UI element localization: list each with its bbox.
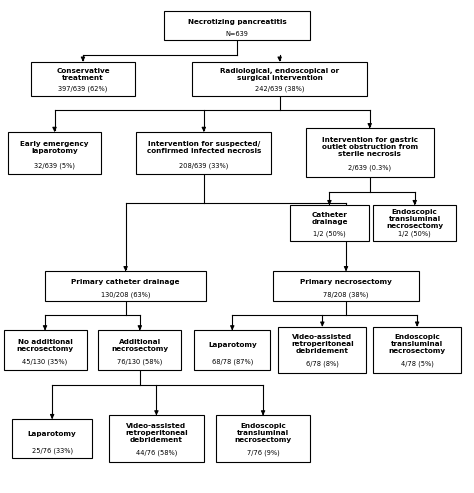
Text: Endoscopic
transluminal
necrosectomy: Endoscopic transluminal necrosectomy (389, 334, 446, 354)
Text: 208/639 (33%): 208/639 (33%) (179, 162, 228, 169)
Text: 45/130 (35%): 45/130 (35%) (22, 358, 68, 365)
Text: Radiological, endoscopical or
surgical intervention: Radiological, endoscopical or surgical i… (220, 68, 339, 81)
Text: Conservative
treatment: Conservative treatment (56, 68, 110, 81)
Bar (192, 62, 367, 96)
Text: 1/2 (50%): 1/2 (50%) (313, 230, 346, 237)
Bar (98, 330, 181, 370)
Text: 76/130 (58%): 76/130 (58%) (117, 358, 163, 365)
Text: Video-assisted
retroperitoneal
debridement: Video-assisted retroperitoneal debrideme… (125, 423, 188, 443)
Text: Catheter
drainage: Catheter drainage (311, 212, 348, 225)
Bar (136, 132, 271, 174)
Text: Laparotomy: Laparotomy (208, 342, 256, 348)
Text: 6/78 (8%): 6/78 (8%) (306, 361, 339, 367)
Bar (164, 11, 310, 40)
Text: 7/76 (9%): 7/76 (9%) (246, 450, 280, 456)
Text: 397/639 (62%): 397/639 (62%) (58, 86, 108, 93)
Bar (216, 415, 310, 462)
Text: Video-assisted
retroperitoneal
debridement: Video-assisted retroperitoneal debrideme… (291, 334, 354, 354)
Text: No additional
necrosectomy: No additional necrosectomy (17, 339, 73, 352)
Text: Intervention for suspected/
confirmed infected necrosis: Intervention for suspected/ confirmed in… (146, 141, 261, 154)
Text: Endoscopic
transluminal
necrosectomy: Endoscopic transluminal necrosectomy (235, 423, 292, 443)
Bar (12, 419, 92, 458)
Text: 130/208 (63%): 130/208 (63%) (101, 291, 150, 298)
Bar (290, 205, 369, 241)
Text: Laparotomy: Laparotomy (28, 431, 76, 437)
Text: Intervention for gastric
outlet obstruction from
sterile necrosis: Intervention for gastric outlet obstruct… (322, 137, 418, 157)
Bar (306, 128, 434, 177)
Bar (8, 132, 100, 174)
Text: 78/208 (38%): 78/208 (38%) (323, 291, 369, 298)
Text: 68/78 (87%): 68/78 (87%) (211, 358, 253, 365)
Text: 25/76 (33%): 25/76 (33%) (32, 447, 73, 454)
Text: 1/2 (50%): 1/2 (50%) (398, 230, 431, 237)
Text: 2/639 (0.3%): 2/639 (0.3%) (348, 164, 391, 171)
Bar (31, 62, 135, 96)
Text: N=639: N=639 (226, 31, 248, 37)
Text: Primary necrosectomy: Primary necrosectomy (300, 280, 392, 285)
Bar (373, 326, 461, 374)
Bar (109, 415, 204, 462)
Bar (194, 330, 270, 370)
Bar (45, 271, 206, 301)
Text: Additional
necrosectomy: Additional necrosectomy (111, 339, 168, 352)
Bar (273, 271, 419, 301)
Text: Primary catheter drainage: Primary catheter drainage (72, 280, 180, 285)
Text: Early emergency
laparotomy: Early emergency laparotomy (20, 141, 89, 154)
Text: 4/78 (5%): 4/78 (5%) (401, 361, 434, 367)
Bar (279, 326, 366, 374)
Text: 44/76 (58%): 44/76 (58%) (136, 450, 177, 456)
Text: Endoscopic
transluminal
necrosectomy: Endoscopic transluminal necrosectomy (386, 209, 443, 229)
Bar (373, 205, 456, 241)
Text: 242/639 (38%): 242/639 (38%) (255, 86, 304, 93)
Text: 32/639 (5%): 32/639 (5%) (34, 162, 75, 169)
Bar (4, 330, 86, 370)
Text: Necrotizing pancreatitis: Necrotizing pancreatitis (188, 19, 286, 25)
